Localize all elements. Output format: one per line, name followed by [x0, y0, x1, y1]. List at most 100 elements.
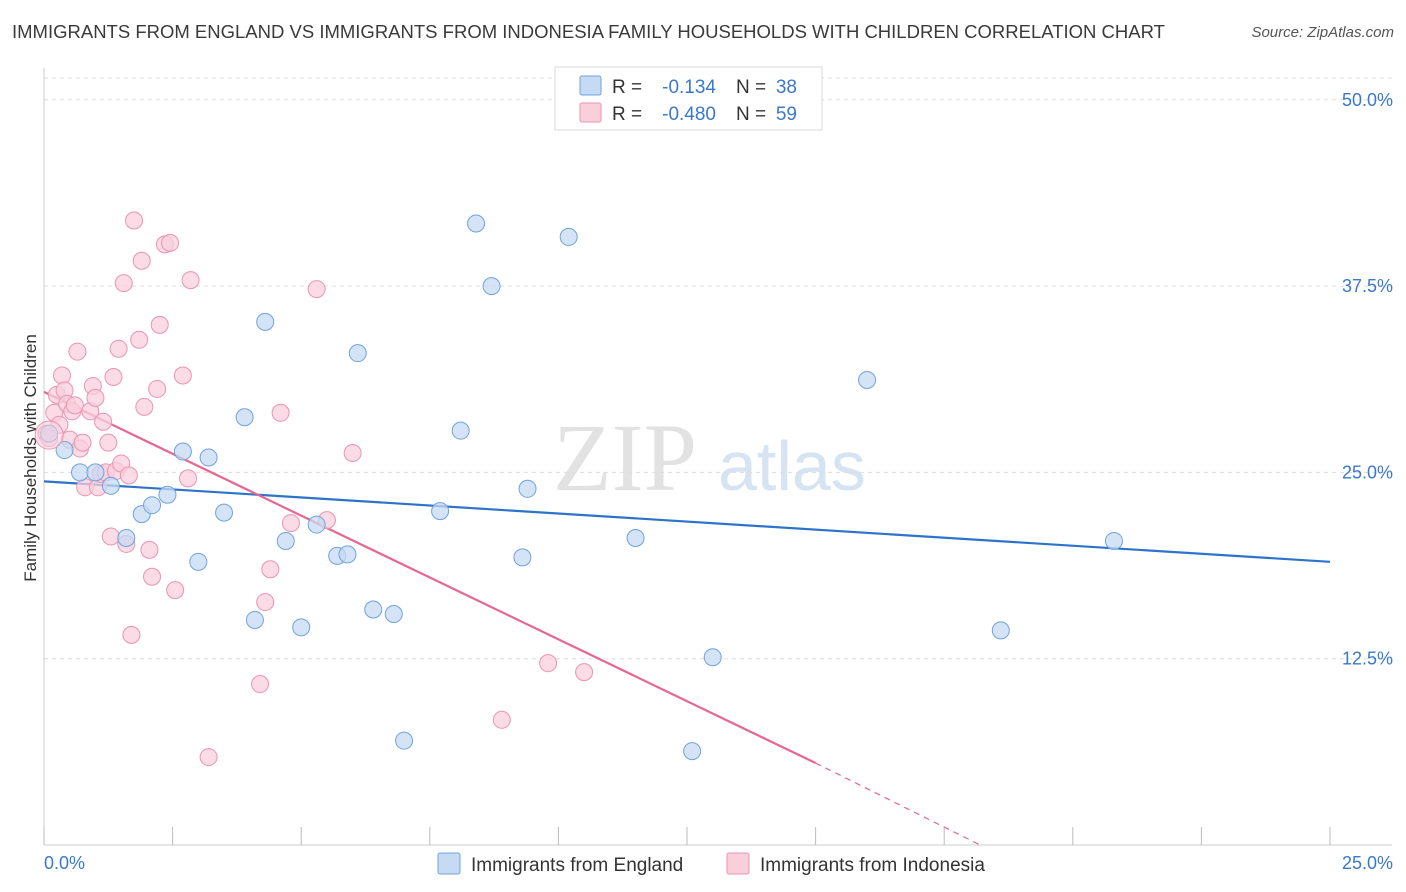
- indonesia-point: [173, 366, 192, 385]
- indonesia-point: [122, 625, 141, 644]
- england-point: [1104, 531, 1123, 550]
- england-point: [626, 528, 645, 547]
- x-tick-label: 25.0%: [1342, 853, 1393, 873]
- england-point: [55, 441, 74, 460]
- england-point: [559, 227, 578, 246]
- indonesia-point: [575, 663, 594, 682]
- england-point: [683, 742, 702, 761]
- england-point: [245, 610, 264, 629]
- england-point: [431, 502, 450, 521]
- indonesia-point: [99, 433, 118, 452]
- indonesia-trend-line: [43, 390, 817, 765]
- series-legend: Immigrants from England Immigrants from …: [437, 852, 985, 876]
- indonesia-point: [101, 527, 120, 546]
- england-point: [235, 408, 254, 427]
- source-label: Source: ZipAtlas.com: [1251, 24, 1394, 41]
- indonesia-point: [53, 366, 72, 385]
- correlation-legend: R = -0.134 N = 38 R = -0.480 N = 59: [554, 66, 823, 131]
- y-tick-label: 25.0%: [1342, 462, 1393, 482]
- legend-swatch-indonesia-bottom: [726, 852, 750, 875]
- legend-indonesia-n-label: N =: [736, 104, 766, 125]
- england-point: [292, 618, 311, 637]
- legend-indonesia-r-value: -0.480: [662, 104, 716, 125]
- england-point: [467, 214, 486, 233]
- legend-swatch-england: [579, 75, 602, 96]
- indonesia-point: [343, 444, 362, 463]
- indonesia-point: [114, 274, 133, 293]
- indonesia-point: [307, 280, 326, 299]
- england-point: [991, 621, 1010, 640]
- england-point: [482, 277, 501, 296]
- legend-indonesia-r-label: R =: [612, 104, 642, 125]
- england-point: [348, 344, 367, 363]
- england-point: [858, 371, 877, 389]
- indonesia-point: [492, 710, 511, 729]
- tick-labels: 12.5% 25.0% 37.5% 50.0% 0.0% 25.0%: [44, 90, 1393, 873]
- england-point: [384, 604, 403, 623]
- indonesia-point: [140, 540, 159, 559]
- england-point: [71, 463, 90, 482]
- england-point: [215, 503, 234, 522]
- chart-title: IMMIGRANTS FROM ENGLAND VS IMMIGRANTS FR…: [12, 21, 1165, 42]
- indonesia-point: [166, 581, 185, 600]
- indonesia-point: [143, 567, 162, 586]
- indonesia-point: [68, 342, 87, 361]
- indonesia-point: [73, 433, 92, 452]
- watermark-zip: ZIP: [553, 404, 697, 511]
- legend-england-n-value: 38: [776, 77, 797, 98]
- england-point: [338, 545, 357, 564]
- watermark: ZIP atlas: [553, 404, 866, 511]
- legend-england-r-value: -0.134: [662, 77, 716, 98]
- legend-label-england: Immigrants from England: [471, 855, 683, 876]
- indonesia-point: [179, 469, 198, 488]
- y-tick-label: 12.5%: [1342, 649, 1393, 669]
- england-point: [189, 552, 208, 571]
- gridlines: [44, 77, 1392, 660]
- indonesia-point: [261, 560, 280, 579]
- england-point: [158, 485, 177, 504]
- england-point: [364, 600, 383, 619]
- indonesia-point: [161, 233, 180, 252]
- england-point: [451, 421, 470, 440]
- indonesia-point: [181, 271, 200, 290]
- y-axis-label: Family Households with Children: [21, 334, 40, 582]
- legend-swatch-england-bottom: [437, 852, 461, 875]
- legend-england-r-label: R =: [612, 77, 642, 98]
- england-point: [199, 448, 218, 467]
- x-tick-label: 0.0%: [44, 853, 85, 873]
- legend-indonesia-n-value: 59: [776, 104, 797, 125]
- legend-label-indonesia: Immigrants from Indonesia: [760, 855, 985, 876]
- england-point: [307, 515, 326, 534]
- england-point: [513, 548, 532, 567]
- indonesia-point: [271, 403, 290, 422]
- indonesia-point: [199, 748, 218, 767]
- indonesia-point: [148, 379, 167, 398]
- data-points: [34, 211, 1123, 767]
- england-point: [518, 479, 537, 498]
- england-point: [86, 463, 105, 482]
- indonesia-point: [86, 388, 105, 407]
- indonesia-point: [132, 251, 151, 270]
- y-tick-label: 50.0%: [1342, 90, 1393, 110]
- indonesia-point: [256, 593, 275, 612]
- legend-swatch-indonesia: [579, 102, 602, 123]
- indonesia-point-cluster: [34, 420, 64, 450]
- indonesia-point: [251, 675, 270, 694]
- indonesia-point: [150, 315, 169, 334]
- england-point: [173, 442, 192, 461]
- indonesia-point: [281, 514, 300, 533]
- axes: [43, 68, 1392, 846]
- watermark-atlas: atlas: [718, 427, 866, 505]
- england-point: [256, 312, 275, 331]
- indonesia-point: [94, 412, 113, 431]
- indonesia-point: [130, 330, 149, 349]
- indonesia-point: [135, 397, 154, 416]
- indonesia-point: [104, 368, 123, 387]
- indonesia-point: [539, 654, 558, 673]
- england-point: [117, 528, 136, 547]
- england-point: [395, 731, 414, 750]
- indonesia-point: [65, 396, 84, 415]
- indonesia-point: [109, 339, 128, 358]
- england-point: [276, 531, 295, 550]
